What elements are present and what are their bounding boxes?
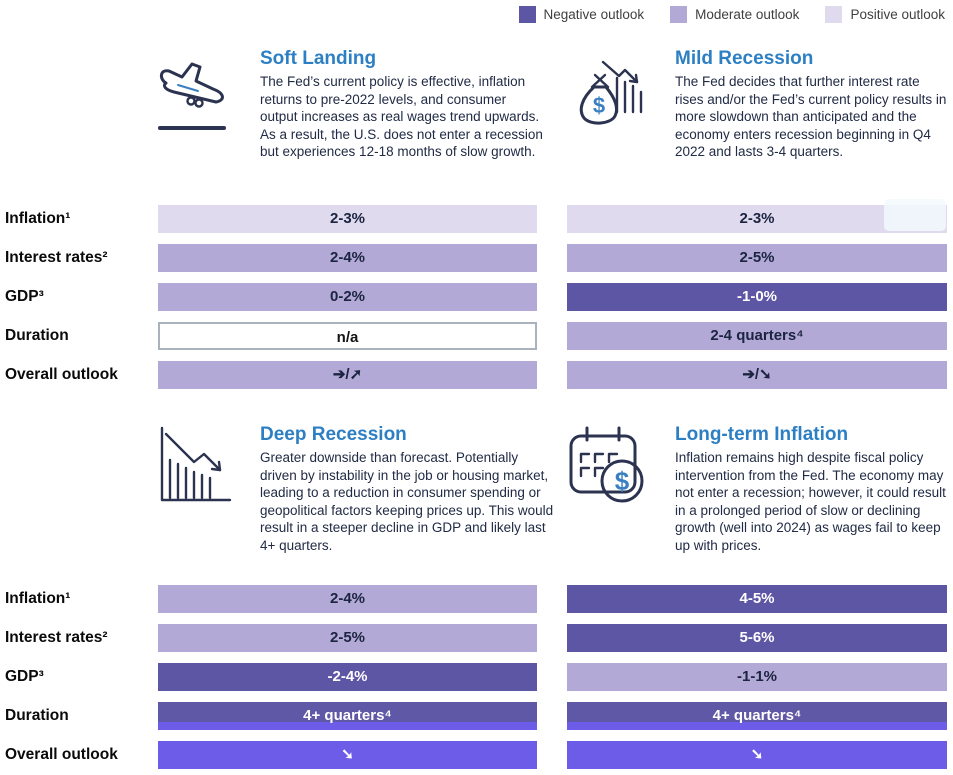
value-bar: 2-3% [567, 205, 947, 233]
calendar-dollar-icon: $ [563, 420, 653, 512]
row-label-gdp: GDP³ [5, 288, 44, 305]
legend-item: Moderate outlook [670, 6, 799, 23]
row-label-interest-rates: Interest rates² [5, 629, 108, 646]
row-label-gdp: GDP³ [5, 668, 44, 685]
row-label-duration: Duration [5, 707, 69, 724]
scenario-description: The Fed’s current policy is effective, i… [260, 74, 543, 159]
value-bar: 2-4% [158, 244, 537, 272]
scenario-description: Greater downside than forecast. Potentia… [260, 450, 554, 553]
moderate-swatch-icon [670, 6, 688, 23]
scenario-title: Mild Recession [675, 48, 814, 69]
value-bar: ➔/➚ [158, 361, 537, 389]
scenario-header: Soft Landing The Fed’s current policy is… [260, 48, 547, 161]
value-bar: n/a [158, 322, 537, 350]
value-bar: 2-3% [158, 205, 537, 233]
value-bar: 2-5% [567, 244, 947, 272]
value-bar: 2-4% [158, 585, 537, 613]
value-bar: 4+ quarters⁴ [158, 702, 537, 730]
scenario-title: Long-term Inflation [675, 424, 849, 445]
value-bar: 0-2% [158, 283, 537, 311]
row-label-inflation: Inflation¹ [5, 210, 71, 227]
legend: Negative outlook Moderate outlook Positi… [518, 6, 945, 23]
legend-label: Moderate outlook [695, 7, 800, 22]
scenario-header: Deep Recession Greater downside than for… [260, 424, 556, 554]
declining-bar-chart-icon [146, 420, 236, 512]
value-bar: -2-4% [158, 663, 537, 691]
positive-swatch-icon [825, 6, 843, 23]
value-bar: -1-0% [567, 283, 947, 311]
money-bag-decline-icon: $ [563, 50, 653, 142]
highlight-artifact [884, 199, 946, 231]
legend-item: Positive outlook [825, 6, 945, 23]
scenario-description: Inflation remains high despite fiscal po… [675, 450, 946, 553]
scenario-header: Long-term Inflation Inflation remains hi… [675, 424, 953, 554]
row-label-interest-rates: Interest rates² [5, 249, 108, 266]
value-bar: ➘ [567, 741, 947, 769]
value-bar: 5-6% [567, 624, 947, 652]
scenario-title: Soft Landing [260, 48, 377, 69]
value-bar: 2-5% [158, 624, 537, 652]
legend-item: Negative outlook [518, 6, 645, 23]
negative-swatch-icon [518, 6, 536, 23]
svg-text:$: $ [615, 466, 630, 496]
scenario-header: Mild Recession The Fed decides that furt… [675, 48, 950, 161]
value-bar: 4-5% [567, 585, 947, 613]
row-label-overall-outlook: Overall outlook [5, 746, 118, 763]
value-bar: 4+ quarters⁴ [567, 702, 947, 730]
row-label-duration: Duration [5, 327, 69, 344]
value-bar: -1-1% [567, 663, 947, 691]
scenario-title: Deep Recession [260, 424, 407, 445]
row-label-overall-outlook: Overall outlook [5, 366, 118, 383]
row-label-inflation: Inflation¹ [5, 590, 71, 607]
value-bar: ➔/➘ [567, 361, 947, 389]
value-bar: ➘ [158, 741, 537, 769]
legend-label: Negative outlook [543, 7, 645, 22]
value-bar: 2-4 quarters⁴ [567, 322, 947, 350]
plane-landing-icon [146, 50, 236, 142]
legend-label: Positive outlook [850, 7, 945, 22]
scenario-description: The Fed decides that further interest ra… [675, 74, 947, 159]
svg-text:$: $ [593, 93, 605, 118]
